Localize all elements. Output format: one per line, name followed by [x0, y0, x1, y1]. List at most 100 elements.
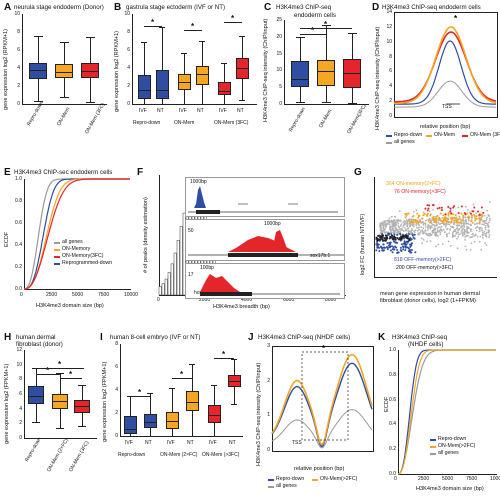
- y-tick-label: 0.8: [15, 198, 22, 204]
- box: [165, 411, 179, 430]
- y-tick-label: 4: [127, 65, 130, 71]
- legend-label: all genes: [62, 239, 83, 245]
- scatter-point: [484, 233, 487, 235]
- scatter-point: [461, 225, 464, 227]
- legend-swatch: [268, 479, 274, 481]
- scatter-point: [428, 225, 431, 227]
- scatter-point: [420, 226, 423, 229]
- x-axis-label: relative position (bp): [420, 124, 471, 130]
- off-memory-point: [381, 249, 384, 252]
- scatter-point: [391, 224, 394, 227]
- scatter-point: [383, 231, 386, 234]
- whisker-cap: [32, 367, 40, 369]
- x-tick-label: IVF: [125, 440, 133, 446]
- y-tick-label: 4: [115, 387, 118, 393]
- scatter-point: [413, 231, 416, 234]
- y-tick-label: 6: [389, 68, 392, 75]
- annotation: 364 ON-memory(2×FC): [386, 181, 441, 187]
- scatter-point: [463, 228, 466, 231]
- y-tick-label: 0: [127, 101, 130, 107]
- x-axis-label: H3K4me3 domain size (bp): [416, 486, 484, 492]
- significance-star: *: [191, 22, 195, 31]
- x-tick-label: 6000: [283, 297, 295, 303]
- scatter-point: [446, 235, 448, 238]
- on-memory-point: [412, 214, 415, 217]
- whisker: [161, 26, 163, 104]
- x-tick-label: NT: [237, 108, 244, 114]
- off-memory-point: [382, 246, 385, 249]
- off-memory-point: [390, 245, 393, 248]
- peak-track: [200, 274, 340, 296]
- on-memory-point: [436, 214, 439, 217]
- y-tick-label: 10: [124, 11, 130, 17]
- on-memory-point: [481, 213, 484, 216]
- panel-k: K H3K4me3 ChIP-seq (NHDF cells) ECDF 0.0…: [376, 330, 500, 496]
- x-tick-label: 0: [394, 476, 397, 482]
- panel-i: I human 8-cell embryo (IVF or NT) gene e…: [98, 330, 246, 496]
- box: [55, 64, 73, 78]
- whisker-cap: [321, 101, 331, 103]
- on-memory-point: [475, 215, 478, 218]
- significance-star: *: [322, 344, 326, 353]
- on-memory-point: [460, 212, 463, 215]
- median-line: [137, 89, 151, 91]
- x-tick-label: 8000: [325, 297, 337, 303]
- panel-subtitle: (NHDF cells): [408, 341, 444, 348]
- off-memory-point: [382, 243, 385, 246]
- legend-swatch: [430, 453, 436, 455]
- on-memory-point: [427, 220, 430, 223]
- off-memory-point: [376, 241, 379, 244]
- scatter-point: [459, 233, 462, 235]
- median-line: [207, 415, 221, 417]
- x-tick-label: IVF: [209, 440, 217, 446]
- panel-title: neurula stage endoderm (Donor): [14, 4, 104, 11]
- scale-label: 100bp: [200, 265, 214, 271]
- on-memory-3fc-point: [452, 206, 455, 209]
- whisker-cap: [140, 104, 148, 105]
- y-axis-label: gene expression log2 (RPKM+1): [3, 29, 9, 110]
- whisker-cap: [210, 436, 218, 437]
- off-memory-point: [376, 246, 379, 249]
- y-tick-label: 6: [127, 47, 130, 53]
- scatter-point: [463, 216, 465, 218]
- on-memory-point: [432, 215, 435, 218]
- scatter-point: [420, 237, 423, 240]
- whisker-cap: [220, 104, 228, 105]
- scatter-point: [452, 230, 455, 233]
- scatter-point: [468, 211, 471, 214]
- on-memory-3fc-point: [464, 213, 467, 216]
- whisker-cap: [78, 426, 86, 428]
- on-memory-3fc-point: [436, 207, 439, 210]
- scatter-point: [439, 231, 442, 234]
- panel-label: G: [354, 167, 362, 178]
- scatter-point: [422, 238, 425, 241]
- significance-star: *: [58, 360, 62, 369]
- median-line: [165, 421, 179, 423]
- scatter-point: [397, 230, 399, 233]
- median-line: [235, 68, 249, 69]
- scatter-point: [487, 221, 490, 224]
- on-memory-point: [467, 216, 470, 219]
- on-memory-point: [433, 219, 436, 222]
- scatter-point: [485, 220, 487, 222]
- scatter-point: [421, 229, 424, 231]
- x-tick-label: 2500: [46, 292, 58, 298]
- y-tick-label: 0.6: [389, 396, 396, 403]
- panel-c: C H3K4me3 ChIP-seq endoderm cells H3K4me…: [260, 0, 372, 145]
- scatter-point: [428, 210, 431, 213]
- whisker-cap: [146, 436, 154, 437]
- y-tick-label: 20: [276, 33, 282, 40]
- scatter-point: [454, 229, 456, 231]
- on-memory-3fc-point: [440, 209, 443, 212]
- scatter-point: [469, 249, 472, 251]
- panel-label: J: [248, 332, 254, 343]
- histogram-bar: [179, 226, 183, 296]
- scatter-point: [463, 221, 465, 224]
- whisker-cap: [188, 436, 196, 437]
- scatter-point: [398, 210, 401, 212]
- whisker-cap: [56, 428, 64, 430]
- off-memory-point: [376, 242, 379, 245]
- scatter-point: [478, 240, 481, 243]
- on-memory-point: [459, 221, 462, 224]
- scatter-point: [467, 209, 469, 211]
